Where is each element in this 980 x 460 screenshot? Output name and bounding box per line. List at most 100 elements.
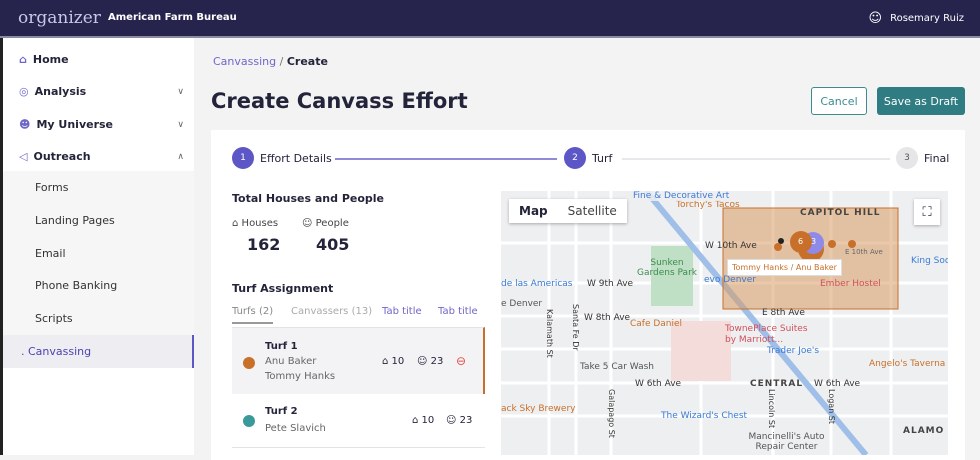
tooltip-text: Tommy Hanks (732, 263, 789, 272)
label: Home (32, 53, 69, 66)
turf-row[interactable]: Turf 1 Anu Baker Tommy Hanks ⌂ 10 ☺ 23 ⊖ (232, 327, 485, 394)
map-label: CAPITOL HILL (800, 208, 881, 218)
map-label: Mancinelli's Auto Repair Center (748, 432, 825, 452)
separator: / (279, 55, 284, 68)
person-count: ☺ 23 (446, 415, 473, 426)
breadcrumb-canvassing[interactable]: Canvassing (213, 55, 277, 68)
fullscreen-icon[interactable]: ⛶ (914, 199, 940, 225)
marker-tooltip: Tommy Hanks / Anu Baker (727, 259, 842, 276)
tooltip-text: Anu Baker (795, 263, 837, 272)
value: 23 (430, 356, 444, 367)
cluster-marker[interactable]: 3 (811, 237, 817, 246)
label: Canvassing (28, 345, 92, 358)
map-label: Cafe Daniel (630, 319, 683, 329)
houses-label: ⌂ Houses (232, 218, 278, 229)
save-draft-button[interactable]: Save as Draft (877, 87, 965, 115)
compass-icon: ◎ (19, 85, 29, 98)
sidebar-item-phone-banking[interactable]: Phone Banking (3, 269, 194, 302)
turf-row[interactable]: Turf 2 Pete Slavich ⌂ 10 ☺ 23 (232, 394, 485, 448)
step-number: 3 (896, 147, 918, 169)
map-type-map[interactable]: Map (519, 204, 548, 218)
chevron-down-icon: ∨ (177, 86, 184, 97)
map-label: W 9th Ave (587, 279, 634, 289)
people-count: 405 (316, 235, 350, 254)
breadcrumb: Canvassing / Create (213, 55, 328, 68)
map-label: de las Americas (501, 279, 573, 289)
sidebar-item-scripts[interactable]: Scripts (3, 302, 194, 335)
cluster-marker[interactable]: 6 (798, 237, 804, 246)
map-label: W 8th Ave (584, 313, 631, 323)
map-label: ack Sky Brewery (501, 404, 576, 414)
step-3[interactable]: 3 Final (896, 147, 949, 169)
tab-title[interactable]: Tab title (382, 306, 422, 317)
step-label: Effort Details (260, 151, 332, 165)
sidebar: ⌂ Home ◎ Analysis ∨ ☻ My Universe ∨ ◁ Outreach… (0, 38, 194, 455)
label: My Universe (36, 118, 114, 131)
sidebar-item-landing-pages[interactable]: Landing Pages (3, 204, 194, 237)
user-name: Rosemary Ruiz (890, 13, 964, 24)
label: Outreach (33, 150, 91, 163)
tab-canvassers[interactable]: Canvassers (13) (291, 306, 373, 317)
megaphone-icon: ◁ (19, 150, 28, 163)
sidebar-item-analysis[interactable]: ◎ Analysis ∨ (19, 85, 184, 98)
map-type-satellite[interactable]: Satellite (567, 204, 617, 218)
map-label: The Wizard's Chest (661, 411, 748, 421)
sidebar-item-email[interactable]: Email (3, 237, 194, 270)
user-icon: ☺ (868, 11, 883, 26)
value: 23 (459, 415, 473, 426)
step-connector (335, 158, 557, 160)
turf-name: Turf 2 (265, 406, 298, 417)
map-label: Lincoln St (767, 389, 776, 429)
map-label: Galapago St (607, 389, 616, 438)
map-label: evo Denver (704, 275, 756, 285)
step-label: Turf (592, 151, 613, 165)
home-icon: ⌂ (19, 53, 27, 66)
label: People (315, 218, 349, 229)
logo[interactable]: organizer (18, 8, 101, 28)
map-label: King Soo (911, 256, 948, 266)
tab-turfs[interactable]: Turfs (2) (232, 306, 274, 324)
remove-icon[interactable]: ⊖ (456, 354, 467, 368)
sidebar-item-canvassing[interactable]: . Canvassing (3, 335, 194, 368)
step-1[interactable]: 1 Effort Details (232, 147, 332, 169)
users-icon: ☻ (19, 118, 31, 131)
street-grid (501, 191, 948, 455)
sidebar-item-forms[interactable]: Forms (3, 171, 194, 204)
map-label: Trader Joe's (767, 346, 820, 356)
map-label: Ember Hostel (820, 279, 881, 289)
tab-title[interactable]: Tab title (438, 306, 478, 317)
page-title: Create Canvass Effort (211, 89, 468, 113)
org-name: American Farm Bureau (108, 12, 237, 23)
step-number: 1 (232, 147, 254, 169)
sidebar-item-home[interactable]: ⌂ Home (19, 53, 184, 66)
turf-color-dot (243, 415, 255, 427)
map-label: E 8th Ave (762, 308, 805, 318)
map-label: ALAMO P (903, 426, 948, 436)
house-count: ⌂ 10 (412, 415, 435, 426)
sidebar-item-my-universe[interactable]: ☻ My Universe ∨ (19, 118, 184, 131)
user-menu[interactable]: ☺ Rosemary Ruiz (869, 11, 964, 26)
label: Analysis (34, 85, 87, 98)
sidebar-item-outreach[interactable]: ◁ Outreach ∧ (19, 150, 184, 163)
step-number: 2 (564, 147, 586, 169)
turf-color-dot (243, 357, 255, 369)
map-label: Torchy's Tacos (676, 200, 740, 210)
map-label: W 6th Ave (814, 379, 861, 389)
house-count: ⌂ 10 (382, 356, 405, 367)
cancel-button[interactable]: Cancel (811, 87, 867, 115)
map-label: Logan St (827, 389, 836, 425)
chevron-up-icon: ∧ (177, 151, 184, 162)
step-label: Final (924, 151, 950, 165)
people-label: ☺ People (302, 218, 349, 229)
turf-name: Turf 1 (265, 341, 298, 352)
map-label: TownePlace Suites by Marriott... (725, 324, 808, 345)
houses-count: 162 (247, 235, 281, 254)
turf-map[interactable]: 6 3 Tommy Hanks / Anu Baker Map Satellite… (501, 191, 948, 455)
totals-heading: Total Houses and People (232, 192, 385, 205)
canvasser-name: Pete Slavich (265, 423, 326, 434)
step-2[interactable]: 2 Turf (564, 147, 612, 169)
canvasser-name: Anu Baker (265, 356, 317, 367)
label: Houses (241, 218, 279, 229)
chevron-down-icon: ∨ (177, 119, 184, 130)
map-label: E 10th Ave (845, 248, 883, 256)
